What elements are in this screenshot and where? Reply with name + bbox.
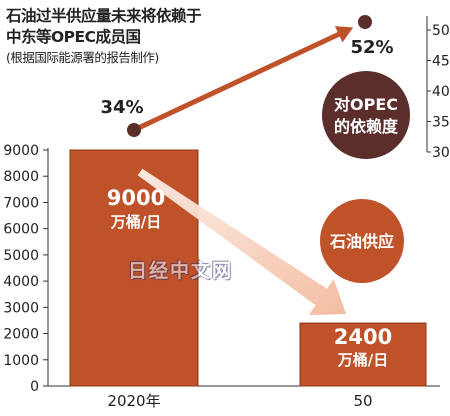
bar-2-unit-label: 万桶/日 xyxy=(337,351,388,369)
dependency-point-50 xyxy=(358,15,372,29)
bar-2-value-label: 2400 xyxy=(334,325,392,349)
dependency-legend-label: 的依赖度 xyxy=(334,117,399,136)
dependency-legend-label: 对OPEC xyxy=(334,95,398,114)
bar-2 xyxy=(299,322,427,387)
dependency-line xyxy=(132,29,346,133)
y-tick-label-left: 2000 xyxy=(3,327,39,343)
y-tick-label-right: 30 xyxy=(432,145,450,161)
y-tick-label-left: 0 xyxy=(30,379,39,395)
dependency-point-2020 xyxy=(127,123,141,137)
data-label-52: 52% xyxy=(350,37,393,58)
bar-1-value-label: 9000 xyxy=(107,186,165,210)
y-tick-label-left: 4000 xyxy=(3,274,39,290)
y-tick-label-right: 40 xyxy=(432,84,450,100)
y-tick-label-right: 50 xyxy=(432,23,450,39)
y-tick-label-left: 1000 xyxy=(3,353,39,369)
y-tick-label-left: 3000 xyxy=(3,300,39,316)
decline-arrow xyxy=(137,168,346,316)
x-tick-label: 2020年 xyxy=(107,392,160,410)
chart-title-line-2: 中东等OPEC成员国 xyxy=(6,28,141,46)
dependency-legend-bubble xyxy=(322,71,410,159)
bar-1 xyxy=(69,149,199,387)
chart-title-block: 石油过半供应量未来将依赖于 中东等OPEC成员国 (根据国际能源署的报告制作) xyxy=(6,6,202,67)
y-tick-label-left: 5000 xyxy=(3,248,39,264)
watermark-text: 日经中文网 xyxy=(128,260,234,282)
y-tick-label-left: 7000 xyxy=(3,195,39,211)
y-tick-label-left: 6000 xyxy=(3,222,39,238)
supply-legend-label: 石油供应 xyxy=(329,232,394,251)
chart-title-line-1: 石油过半供应量未来将依赖于 xyxy=(6,7,202,25)
bar-1-unit-label: 万桶/日 xyxy=(110,213,161,231)
dependency-arrowhead xyxy=(334,26,354,43)
x-tick-label: 50 xyxy=(353,392,372,410)
data-label-34: 34% xyxy=(100,97,143,118)
chart-source-note: (根据国际能源署的报告制作) xyxy=(6,50,159,65)
y-tick-label-left: 9000 xyxy=(3,143,39,159)
y-tick-label-left: 8000 xyxy=(3,169,39,185)
y-tick-label-right: 45 xyxy=(432,54,450,70)
supply-legend-bubble xyxy=(320,199,404,283)
y-tick-label-right: 35 xyxy=(432,115,450,131)
